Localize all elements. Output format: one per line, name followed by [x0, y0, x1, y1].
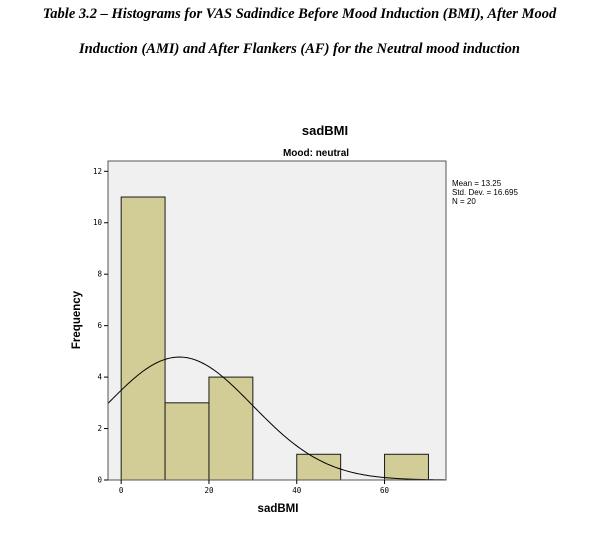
stat-mean: Mean = 13.25: [452, 179, 502, 188]
stat-n: N = 20: [452, 197, 476, 206]
histogram-bar-2: [208, 376, 254, 481]
normal-curve: [107, 356, 447, 481]
x-tick-label-40: 40: [292, 486, 302, 495]
x-axis-label: sadBMI: [258, 503, 299, 515]
plot-border: [107, 160, 447, 481]
histogram-bar-3: [296, 453, 342, 481]
y-tick-label-2: 2: [97, 424, 102, 433]
y-axis-label: Frequency: [71, 290, 83, 349]
axes-group: 0 2 4 6 8 10 12 0 20 40 60: [93, 160, 447, 495]
histogram-bar-0: [120, 196, 166, 481]
x-tick-label-0: 0: [119, 486, 124, 495]
bars-group: [120, 196, 429, 481]
chart-title: sadBMI: [302, 123, 348, 138]
y-tick-label-12: 12: [93, 167, 102, 176]
caption-line-1: Table 3.2 – Histograms for VAS Sadindice…: [42, 6, 557, 22]
histogram-bar-4: [384, 453, 429, 481]
x-tick-label-20: 20: [204, 486, 214, 495]
y-tick-label-0: 0: [97, 476, 102, 485]
y-tick-label-4: 4: [97, 373, 102, 382]
caption-line-2: Induction (AMI) and After Flankers (AF) …: [79, 41, 520, 57]
y-tick-label-6: 6: [97, 321, 102, 330]
x-tick-label-60: 60: [380, 486, 390, 495]
y-tick-label-8: 8: [97, 270, 102, 279]
y-tick-label-10: 10: [93, 218, 103, 227]
chart-subtitle: Mood: neutral: [283, 148, 349, 159]
stat-sd: Std. Dev. = 16.695: [452, 188, 518, 197]
histogram-bar-1: [164, 402, 210, 481]
